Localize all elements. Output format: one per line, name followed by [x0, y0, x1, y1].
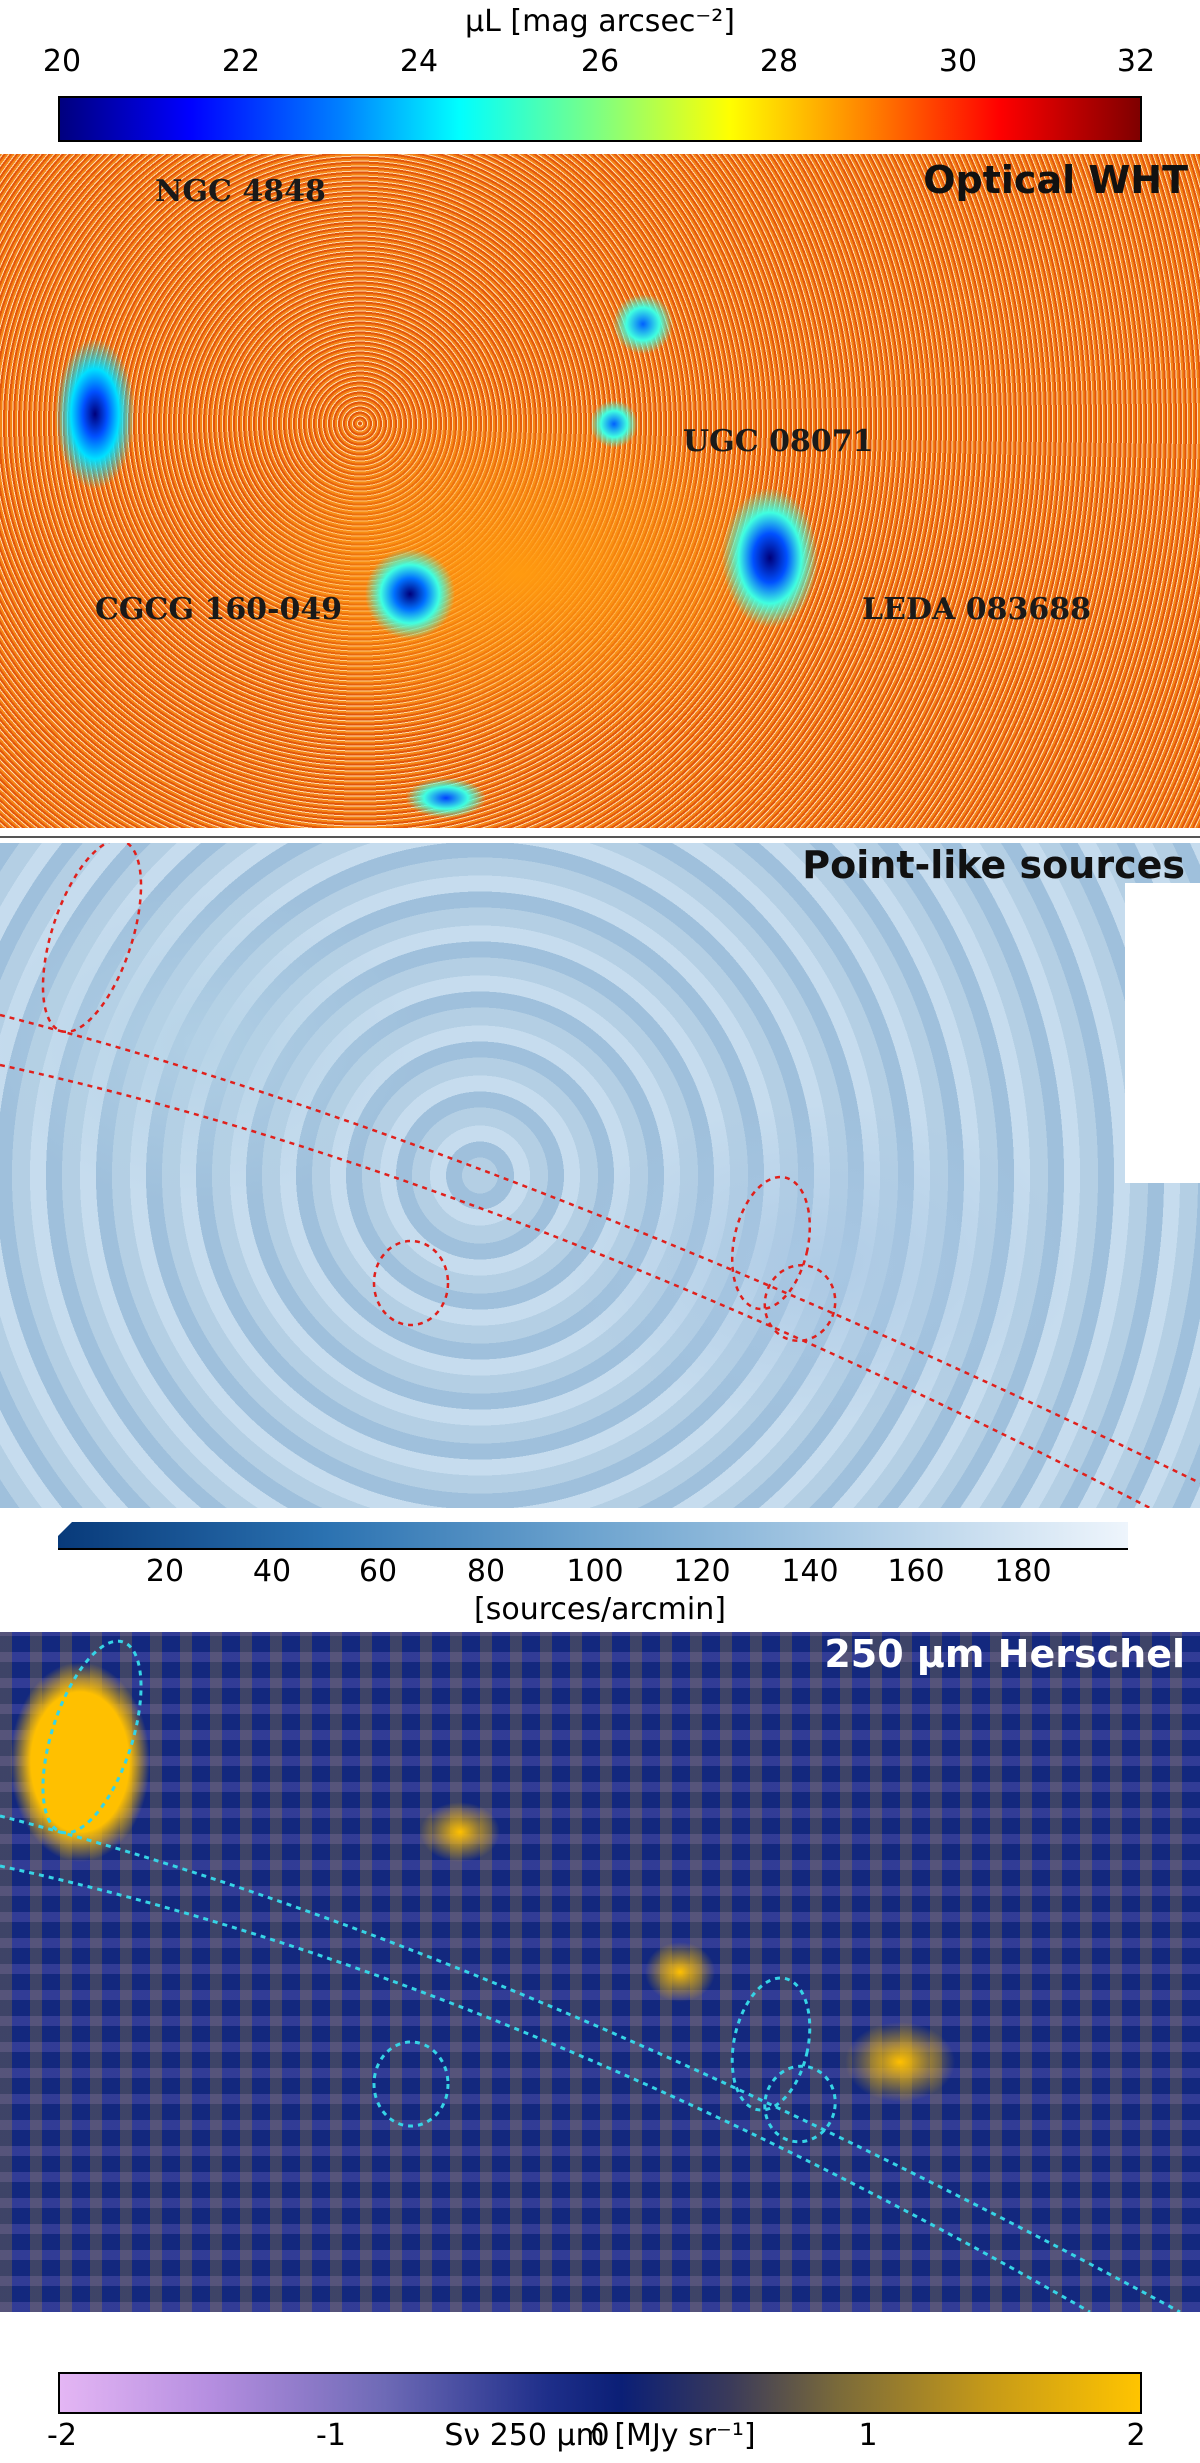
middle-colorbar-tick: 180: [994, 1554, 1052, 1589]
galaxy-label-cgcg160049: CGCG 160-049: [95, 592, 343, 627]
stream-boundary-line: [0, 1864, 1091, 2312]
stream-region-ellipse: [730, 1976, 812, 2112]
stream-region-ellipse: [41, 1639, 143, 1835]
middle-colorbar-tick: 80: [466, 1554, 506, 1589]
galaxy-label-ugc08071: UGC 08071: [683, 424, 874, 459]
stream-boundary-line: [0, 1814, 1181, 2312]
middle-colorbar-tick: 100: [566, 1554, 624, 1589]
bottom-colorbar-label: Sν 250 μm [MJy sr⁻¹]: [444, 2418, 756, 2453]
top-colorbar-tick: 24: [399, 44, 439, 79]
stream-region-ellipse: [372, 1239, 450, 1327]
stream-boundary-line: [0, 1013, 1200, 1485]
herschel-250um-map: 250 µm Herschel: [0, 1632, 1200, 2312]
galaxy-label-ngc4848: NGC 4848: [155, 174, 326, 209]
middle-colorbar-tick: 60: [358, 1554, 398, 1589]
point-like-sources-map: Point-like sources: [0, 843, 1200, 1508]
middle-colorbar-tick: 120: [673, 1554, 731, 1589]
point-panel-title: Point-like sources: [802, 843, 1185, 887]
bottom-colorbar-tick: 2: [1126, 2418, 1146, 2453]
flux-colorbar: [58, 2372, 1142, 2414]
galaxy-label-leda083688: LEDA 083688: [862, 592, 1091, 627]
surface-brightness-colorbar: [58, 96, 1142, 142]
top-colorbar-tick: 32: [1116, 44, 1156, 79]
stream-region-ellipse: [763, 1263, 837, 1343]
stream-region-ellipse: [730, 1175, 812, 1311]
top-colorbar-tick: 30: [938, 44, 978, 79]
middle-colorbar-label: [sources/arcmin]: [474, 1592, 726, 1627]
stream-boundary-line: [0, 1063, 1151, 1508]
point-overlay-contours: [0, 843, 1200, 1508]
top-colorbar-title: μL [mag arcsec⁻²]: [465, 4, 735, 39]
top-colorbar-tick: 26: [580, 44, 620, 79]
optical-wht-image: Optical WHT NGC 4848 UGC 08071 CGCG 160-…: [0, 154, 1200, 828]
bottom-colorbar-tick: 0: [590, 2418, 610, 2453]
optical-panel-title: Optical WHT: [923, 158, 1188, 202]
panel-separator: [0, 836, 1200, 838]
middle-colorbar-tick: 160: [887, 1554, 945, 1589]
bottom-colorbar-tick: -2: [47, 2418, 77, 2453]
top-colorbar-tick: 28: [759, 44, 799, 79]
source-density-colorbar: [58, 1522, 1128, 1550]
bottom-colorbar-tick: 1: [858, 2418, 878, 2453]
bottom-colorbar-tick: -1: [316, 2418, 346, 2453]
stream-region-ellipse: [372, 2040, 450, 2128]
top-colorbar-tick: 22: [221, 44, 261, 79]
top-colorbar-tick: 20: [42, 44, 82, 79]
herschel-overlay-contours: [0, 1639, 1181, 2312]
middle-colorbar-tick: 140: [781, 1554, 839, 1589]
stream-region-ellipse: [41, 843, 143, 1034]
herschel-panel-title: 250 µm Herschel: [824, 1632, 1185, 1676]
middle-colorbar-tick: 40: [252, 1554, 292, 1589]
middle-colorbar-tick: 20: [145, 1554, 185, 1589]
map-edge-mask: [1125, 883, 1200, 1183]
